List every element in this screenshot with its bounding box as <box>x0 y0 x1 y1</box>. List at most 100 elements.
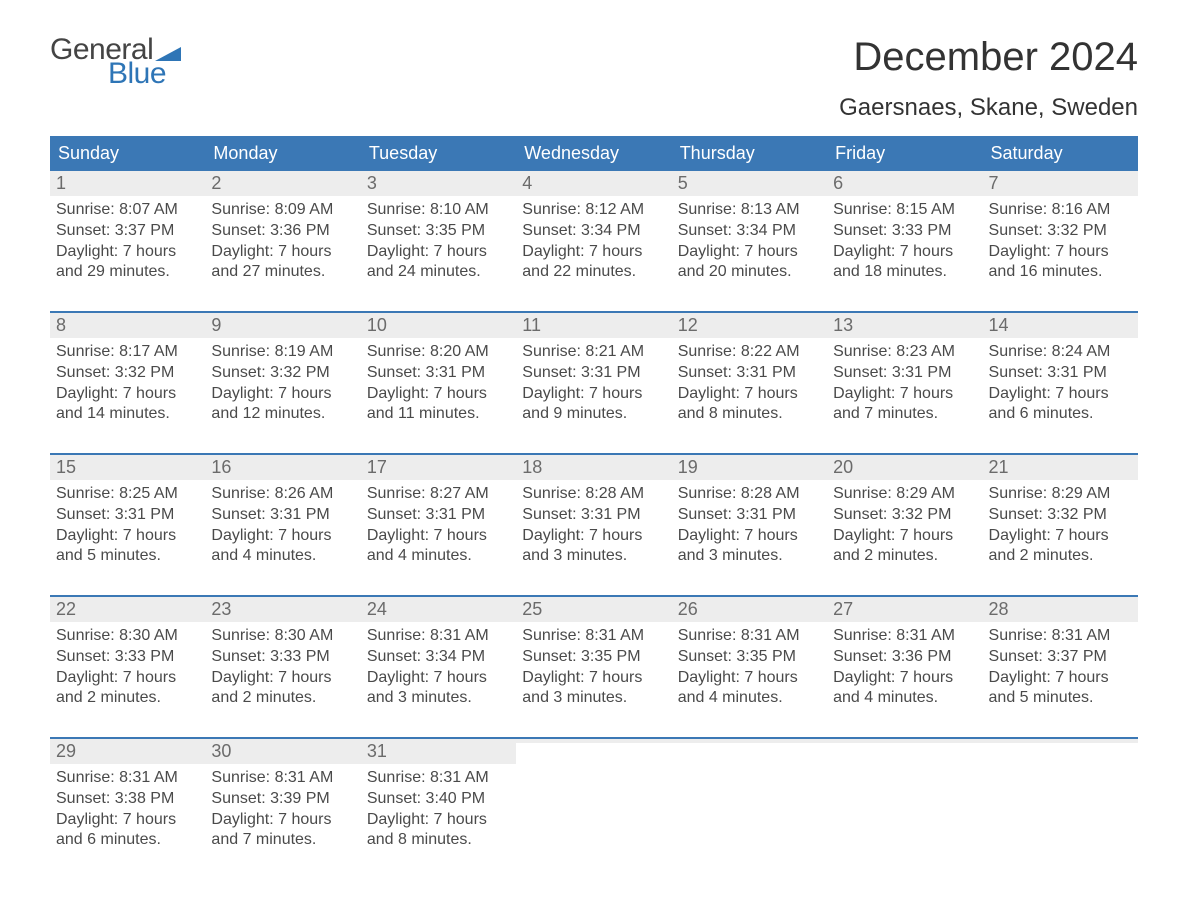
day-number: 17 <box>367 457 387 477</box>
day-number: 6 <box>833 173 843 193</box>
sunset-line: Sunset: 3:35 PM <box>678 647 821 668</box>
daylight-line-1: Daylight: 7 hours <box>678 384 821 405</box>
sunset-line: Sunset: 3:37 PM <box>989 647 1132 668</box>
day-number: 29 <box>56 741 76 761</box>
month-title: December 2024 <box>839 35 1138 80</box>
sunset-line: Sunset: 3:39 PM <box>211 789 354 810</box>
daylight-line-2: and 3 minutes. <box>522 688 665 709</box>
week-row: 22Sunrise: 8:30 AMSunset: 3:33 PMDayligh… <box>50 595 1138 723</box>
sunrise-line: Sunrise: 8:09 AM <box>211 200 354 221</box>
sunset-line: Sunset: 3:35 PM <box>367 221 510 242</box>
sunrise-line: Sunrise: 8:26 AM <box>211 484 354 505</box>
daylight-line-1: Daylight: 7 hours <box>211 242 354 263</box>
calendar-cell: 15Sunrise: 8:25 AMSunset: 3:31 PMDayligh… <box>50 455 205 581</box>
day-header-cell: Monday <box>205 136 360 171</box>
sunset-line: Sunset: 3:32 PM <box>989 505 1132 526</box>
sunrise-line: Sunrise: 8:31 AM <box>989 626 1132 647</box>
day-header-cell: Saturday <box>983 136 1138 171</box>
daylight-line-1: Daylight: 7 hours <box>522 242 665 263</box>
daylight-line-2: and 22 minutes. <box>522 262 665 283</box>
sunset-line: Sunset: 3:31 PM <box>211 505 354 526</box>
day-header-cell: Friday <box>827 136 982 171</box>
sunset-line: Sunset: 3:36 PM <box>211 221 354 242</box>
cell-body: Sunrise: 8:31 AMSunset: 3:34 PMDaylight:… <box>361 622 516 709</box>
daylight-line-2: and 6 minutes. <box>989 404 1132 425</box>
sunrise-line: Sunrise: 8:15 AM <box>833 200 976 221</box>
sunrise-line: Sunrise: 8:31 AM <box>367 768 510 789</box>
sunrise-line: Sunrise: 8:10 AM <box>367 200 510 221</box>
sunrise-line: Sunrise: 8:22 AM <box>678 342 821 363</box>
sunset-line: Sunset: 3:33 PM <box>833 221 976 242</box>
daylight-line-2: and 2 minutes. <box>211 688 354 709</box>
sunset-line: Sunset: 3:38 PM <box>56 789 199 810</box>
daylight-line-1: Daylight: 7 hours <box>989 242 1132 263</box>
sunrise-line: Sunrise: 8:13 AM <box>678 200 821 221</box>
week-row: 1Sunrise: 8:07 AMSunset: 3:37 PMDaylight… <box>50 171 1138 297</box>
logo-text-blue: Blue <box>108 59 181 89</box>
daylight-line-1: Daylight: 7 hours <box>833 242 976 263</box>
calendar-cell: 12Sunrise: 8:22 AMSunset: 3:31 PMDayligh… <box>672 313 827 439</box>
daylight-line-1: Daylight: 7 hours <box>56 810 199 831</box>
daylight-line-2: and 29 minutes. <box>56 262 199 283</box>
sunrise-line: Sunrise: 8:31 AM <box>522 626 665 647</box>
sunset-line: Sunset: 3:31 PM <box>678 505 821 526</box>
daylight-line-2: and 14 minutes. <box>56 404 199 425</box>
calendar-cell: 31Sunrise: 8:31 AMSunset: 3:40 PMDayligh… <box>361 739 516 865</box>
day-header-cell: Sunday <box>50 136 205 171</box>
location-text: Gaersnaes, Skane, Sweden <box>839 94 1138 122</box>
sunset-line: Sunset: 3:31 PM <box>367 363 510 384</box>
calendar-cell: 9Sunrise: 8:19 AMSunset: 3:32 PMDaylight… <box>205 313 360 439</box>
calendar-cell: 2Sunrise: 8:09 AMSunset: 3:36 PMDaylight… <box>205 171 360 297</box>
sunrise-line: Sunrise: 8:21 AM <box>522 342 665 363</box>
day-number: 7 <box>989 173 999 193</box>
daynum-row: 7 <box>983 171 1138 196</box>
daylight-line-1: Daylight: 7 hours <box>211 384 354 405</box>
daylight-line-1: Daylight: 7 hours <box>56 384 199 405</box>
day-header-row: SundayMondayTuesdayWednesdayThursdayFrid… <box>50 136 1138 171</box>
cell-body: Sunrise: 8:15 AMSunset: 3:33 PMDaylight:… <box>827 196 982 283</box>
cell-body: Sunrise: 8:28 AMSunset: 3:31 PMDaylight:… <box>516 480 671 567</box>
week-row: 15 Sunrise: 8:25 AM Sunset: 3:31 PM Dayligh… <box>50 453 1138 581</box>
cell-body: Sunrise: 8:26 AMSunset: 3:31 PMDaylight:… <box>205 480 360 567</box>
daylight-line-2: and 5 minutes. <box>989 688 1132 709</box>
cell-body: Sunrise: 8:10 AMSunset: 3:35 PMDaylight:… <box>361 196 516 283</box>
daynum-row: 29 <box>50 739 205 764</box>
calendar-cell: 26Sunrise: 8:31 AMSunset: 3:35 PMDayligh… <box>672 597 827 723</box>
calendar-cell: 4Sunrise: 8:12 AMSunset: 3:34 PMDaylight… <box>516 171 671 297</box>
cell-body: Sunrise: 8:31 AMSunset: 3:38 PMDaylight:… <box>50 764 205 851</box>
logo: General Blue <box>50 35 181 89</box>
daylight-line-1: Daylight: 7 hours <box>678 668 821 689</box>
sunset-line: Sunset: 3:31 PM <box>522 363 665 384</box>
daynum-row: 3 <box>361 171 516 196</box>
title-block: December 2024 Gaersnaes, Skane, Sweden <box>839 35 1138 122</box>
day-number: 15 <box>56 457 76 477</box>
calendar-cell: 6 Sunrise: 8:15 AMSunset: 3:33 PMDaylight… <box>827 171 982 297</box>
calendar-cell: 21Sunrise: 8:29 AMSunset: 3:32 PMDayligh… <box>983 455 1138 581</box>
sunrise-line: Sunrise: 8:27 AM <box>367 484 510 505</box>
daylight-line-1: Daylight: 7 hours <box>367 242 510 263</box>
daynum-row: 11 <box>516 313 671 338</box>
daynum-row: 21 <box>983 455 1138 480</box>
calendar-cell: 1Sunrise: 8:07 AMSunset: 3:37 PMDaylight… <box>50 171 205 297</box>
calendar-cell: 27Sunrise: 8:31 AMSunset: 3:36 PMDayligh… <box>827 597 982 723</box>
sunrise-line: Sunrise: 8:29 AM <box>833 484 976 505</box>
day-number: 28 <box>989 599 1009 619</box>
day-number: 24 <box>367 599 387 619</box>
daynum-row <box>983 739 1138 743</box>
daylight-line-1: Daylight: 7 hours <box>367 810 510 831</box>
sunrise-line: Sunrise: 8:20 AM <box>367 342 510 363</box>
daynum-row: 1 <box>50 171 205 196</box>
daylight-line-1: Daylight: 7 hours <box>56 526 199 547</box>
daynum-row: 22 <box>50 597 205 622</box>
sunrise-line: Sunrise: 8:25 AM <box>56 484 199 505</box>
daynum-row: 25 <box>516 597 671 622</box>
day-number: 3 <box>367 173 377 193</box>
daynum-row: 28 <box>983 597 1138 622</box>
day-number: 12 <box>678 315 698 335</box>
daylight-line-1: Daylight: 7 hours <box>833 526 976 547</box>
calendar-cell: 13Sunrise: 8:23 AMSunset: 3:31 PMDayligh… <box>827 313 982 439</box>
cell-body: Sunrise: 8:31 AMSunset: 3:37 PMDaylight:… <box>983 622 1138 709</box>
daylight-line-1: Daylight: 7 hours <box>678 242 821 263</box>
calendar-cell: 20Sunrise: 8:29 AMSunset: 3:32 PMDayligh… <box>827 455 982 581</box>
daynum-row: 10 <box>361 313 516 338</box>
